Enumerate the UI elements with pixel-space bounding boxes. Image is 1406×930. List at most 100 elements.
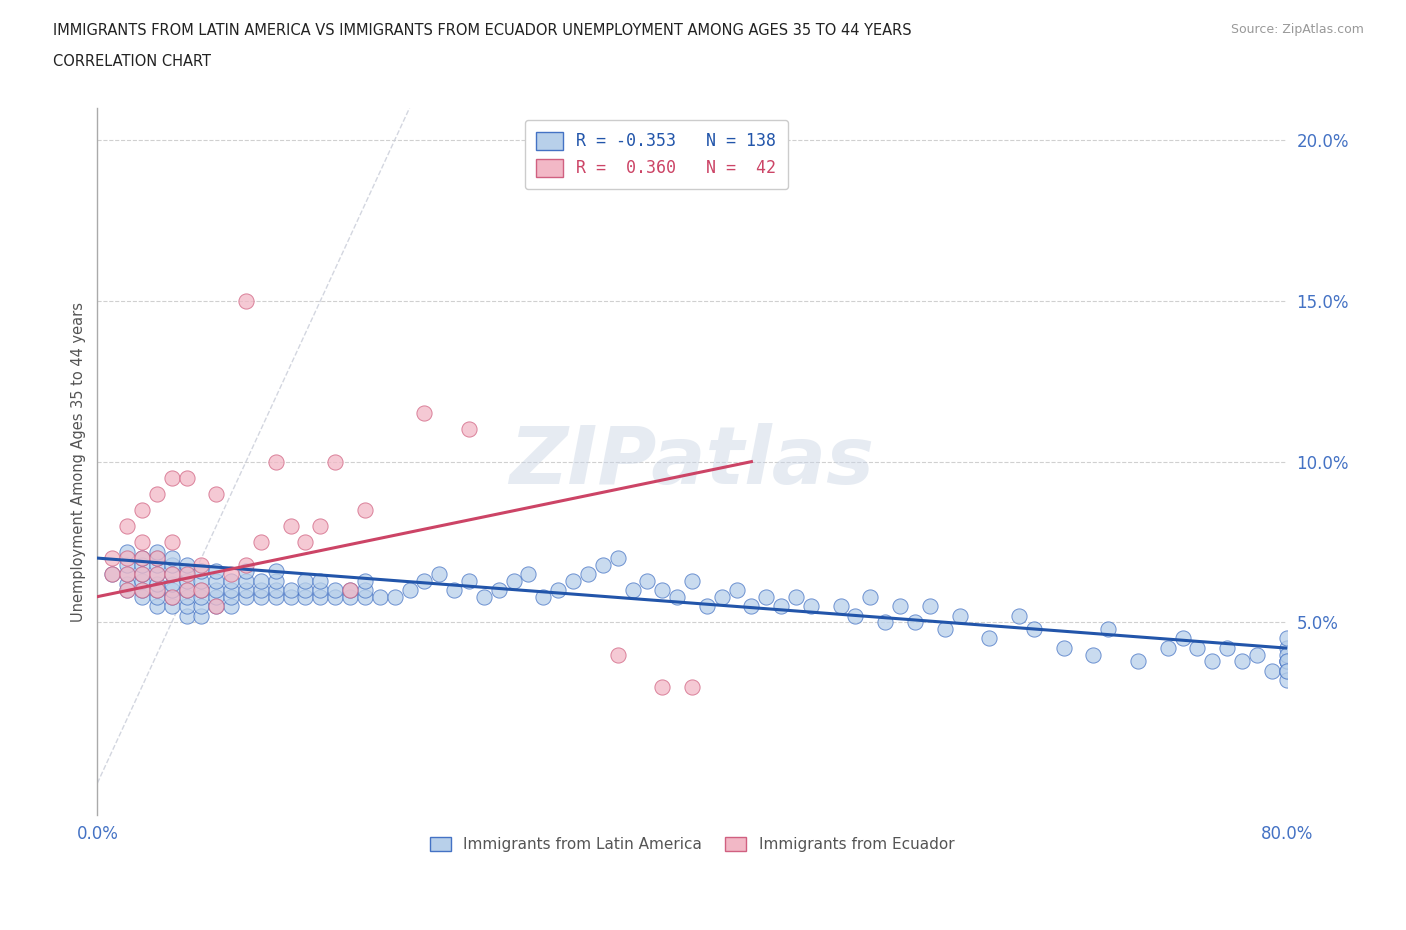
Point xyxy=(1246,647,1268,662)
Point xyxy=(219,599,242,614)
Point xyxy=(1261,663,1284,678)
Point xyxy=(146,551,169,565)
Point xyxy=(131,583,153,598)
Point xyxy=(323,583,346,598)
Point xyxy=(1275,663,1298,678)
Point xyxy=(918,599,941,614)
Point xyxy=(323,454,346,469)
Point xyxy=(115,557,138,572)
Point xyxy=(889,599,911,614)
Point xyxy=(398,583,420,598)
Point xyxy=(219,583,242,598)
Point xyxy=(592,557,614,572)
Point xyxy=(205,599,228,614)
Point xyxy=(131,551,153,565)
Point xyxy=(115,583,138,598)
Point xyxy=(131,583,153,598)
Point xyxy=(755,590,778,604)
Point xyxy=(636,573,658,588)
Point xyxy=(131,566,153,581)
Point xyxy=(1275,663,1298,678)
Text: CORRELATION CHART: CORRELATION CHART xyxy=(53,54,211,69)
Point xyxy=(115,577,138,591)
Point xyxy=(384,590,406,604)
Point xyxy=(458,573,481,588)
Point xyxy=(176,590,198,604)
Point xyxy=(1275,654,1298,669)
Point xyxy=(666,590,689,604)
Point xyxy=(339,583,361,598)
Point xyxy=(264,454,287,469)
Point xyxy=(1022,621,1045,636)
Point xyxy=(264,573,287,588)
Point xyxy=(235,583,257,598)
Point xyxy=(205,573,228,588)
Point xyxy=(547,583,569,598)
Point xyxy=(235,557,257,572)
Point xyxy=(681,573,703,588)
Point xyxy=(146,557,169,572)
Point xyxy=(264,590,287,604)
Point xyxy=(146,583,169,598)
Point xyxy=(1230,654,1253,669)
Point xyxy=(354,573,377,588)
Point xyxy=(131,535,153,550)
Point xyxy=(205,599,228,614)
Point xyxy=(264,583,287,598)
Y-axis label: Unemployment Among Ages 35 to 44 years: Unemployment Among Ages 35 to 44 years xyxy=(72,301,86,621)
Point xyxy=(309,583,332,598)
Point xyxy=(115,519,138,534)
Point xyxy=(190,583,212,598)
Point xyxy=(1171,631,1194,646)
Point xyxy=(160,471,183,485)
Point xyxy=(354,502,377,517)
Point xyxy=(131,557,153,572)
Point xyxy=(250,590,273,604)
Point xyxy=(176,557,198,572)
Point xyxy=(531,590,554,604)
Point xyxy=(190,608,212,623)
Point xyxy=(294,583,316,598)
Point xyxy=(1216,641,1239,656)
Point xyxy=(280,590,302,604)
Point xyxy=(219,573,242,588)
Point xyxy=(830,599,852,614)
Point xyxy=(309,590,332,604)
Point xyxy=(160,566,183,581)
Point xyxy=(205,564,228,578)
Point xyxy=(1201,654,1223,669)
Point xyxy=(146,590,169,604)
Point xyxy=(294,573,316,588)
Legend: Immigrants from Latin America, Immigrants from Ecuador: Immigrants from Latin America, Immigrant… xyxy=(423,831,960,858)
Point xyxy=(651,583,673,598)
Point xyxy=(205,486,228,501)
Point xyxy=(160,590,183,604)
Point xyxy=(205,583,228,598)
Point xyxy=(250,573,273,588)
Point xyxy=(264,564,287,578)
Point xyxy=(621,583,644,598)
Point xyxy=(606,647,628,662)
Point xyxy=(576,566,599,581)
Point xyxy=(1156,641,1178,656)
Point xyxy=(146,544,169,559)
Point xyxy=(115,551,138,565)
Point xyxy=(323,590,346,604)
Point xyxy=(785,590,807,604)
Point xyxy=(606,551,628,565)
Point xyxy=(1275,672,1298,687)
Point xyxy=(696,599,718,614)
Point xyxy=(190,599,212,614)
Point xyxy=(160,583,183,598)
Point xyxy=(190,557,212,572)
Point xyxy=(1126,654,1149,669)
Point xyxy=(1275,647,1298,662)
Text: ZIPatlas: ZIPatlas xyxy=(509,422,875,500)
Point xyxy=(160,551,183,565)
Point xyxy=(1275,641,1298,656)
Point xyxy=(146,566,169,581)
Point xyxy=(294,590,316,604)
Point xyxy=(101,566,124,581)
Point xyxy=(115,583,138,598)
Point xyxy=(131,551,153,565)
